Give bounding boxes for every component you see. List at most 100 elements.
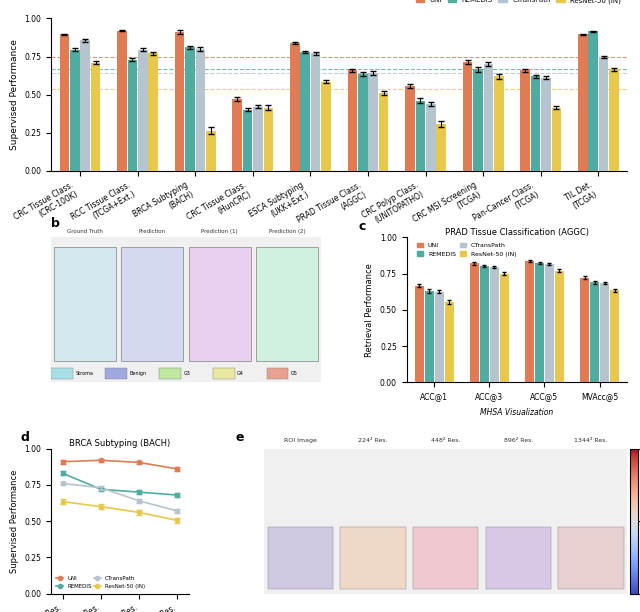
Bar bbox=[413, 599, 478, 612]
Bar bbox=[117, 31, 127, 171]
Bar bbox=[379, 93, 388, 171]
Bar bbox=[185, 47, 195, 171]
Bar bbox=[541, 78, 551, 171]
Bar bbox=[490, 267, 499, 382]
Bar bbox=[413, 527, 478, 589]
Bar bbox=[243, 110, 252, 171]
Bar bbox=[435, 292, 444, 382]
Text: MHSA Visualization: MHSA Visualization bbox=[480, 408, 554, 417]
Bar bbox=[484, 64, 493, 171]
Bar bbox=[405, 86, 415, 171]
Y-axis label: Supervised Performance: Supervised Performance bbox=[10, 469, 19, 573]
Bar bbox=[91, 62, 100, 171]
Bar bbox=[127, 59, 137, 171]
Bar bbox=[436, 124, 446, 171]
Text: Benign: Benign bbox=[129, 371, 147, 376]
Bar bbox=[70, 50, 79, 171]
Text: Ground Truth: Ground Truth bbox=[67, 230, 103, 234]
Text: 1344² Res.: 1344² Res. bbox=[574, 438, 607, 443]
Bar bbox=[122, 247, 183, 360]
Text: c: c bbox=[358, 220, 365, 233]
Text: Prediction (2): Prediction (2) bbox=[269, 230, 305, 234]
Bar bbox=[425, 291, 434, 382]
Bar bbox=[340, 599, 406, 612]
Bar bbox=[610, 290, 619, 382]
Bar bbox=[558, 599, 623, 612]
Legend: UNI, REMEDIS, CTransPath, ResNet-50 (IN): UNI, REMEDIS, CTransPath, ResNet-50 (IN) bbox=[414, 241, 519, 259]
Bar bbox=[206, 130, 216, 171]
Bar bbox=[415, 286, 424, 382]
Text: 224² Res.: 224² Res. bbox=[358, 438, 388, 443]
Bar bbox=[500, 274, 509, 382]
Bar bbox=[545, 264, 554, 382]
Text: ROI Image: ROI Image bbox=[284, 438, 317, 443]
Text: Prediction: Prediction bbox=[139, 230, 166, 234]
Bar bbox=[81, 40, 90, 171]
Text: e: e bbox=[235, 431, 243, 444]
Bar bbox=[213, 368, 234, 379]
Y-axis label: Retrieval Performance: Retrieval Performance bbox=[365, 263, 374, 357]
Bar bbox=[531, 76, 540, 171]
Bar bbox=[415, 101, 425, 171]
Bar bbox=[463, 62, 472, 171]
Bar bbox=[300, 52, 310, 171]
Text: 896² Res.: 896² Res. bbox=[504, 438, 533, 443]
Bar bbox=[196, 49, 205, 171]
Bar bbox=[175, 32, 184, 171]
Bar bbox=[51, 368, 73, 379]
Bar bbox=[340, 527, 406, 589]
Text: b: b bbox=[51, 217, 60, 230]
Bar bbox=[268, 599, 333, 612]
Bar bbox=[599, 58, 609, 171]
Text: 448² Res.: 448² Res. bbox=[431, 438, 460, 443]
Bar bbox=[253, 107, 263, 171]
Text: G3: G3 bbox=[183, 371, 190, 376]
Bar bbox=[256, 247, 318, 360]
Bar bbox=[470, 263, 479, 382]
Y-axis label: Supervised Performance: Supervised Performance bbox=[10, 39, 19, 150]
Bar bbox=[369, 73, 378, 171]
Text: G4: G4 bbox=[237, 371, 244, 376]
Title: PRAD Tissue Classification (AGGC): PRAD Tissue Classification (AGGC) bbox=[445, 228, 589, 237]
Bar bbox=[148, 53, 158, 171]
Bar bbox=[535, 263, 544, 382]
Bar bbox=[473, 70, 483, 171]
Bar bbox=[105, 368, 127, 379]
Bar bbox=[580, 278, 589, 382]
Bar bbox=[264, 108, 273, 171]
Bar bbox=[189, 247, 251, 360]
Bar bbox=[590, 282, 599, 382]
Bar bbox=[555, 271, 564, 382]
Bar bbox=[268, 527, 333, 589]
Bar bbox=[520, 70, 530, 171]
Bar bbox=[348, 70, 357, 171]
Bar bbox=[60, 34, 69, 171]
Bar bbox=[138, 50, 148, 171]
Bar bbox=[578, 34, 588, 171]
Bar bbox=[486, 527, 551, 589]
Bar bbox=[480, 266, 489, 382]
Text: Prediction (1): Prediction (1) bbox=[202, 230, 238, 234]
Bar bbox=[321, 81, 331, 171]
Title: BRCA Subtyping (BACH): BRCA Subtyping (BACH) bbox=[70, 439, 171, 448]
Bar bbox=[358, 74, 367, 171]
Bar bbox=[486, 599, 551, 612]
Bar bbox=[552, 108, 561, 171]
Bar bbox=[159, 368, 180, 379]
Text: a: a bbox=[17, 0, 25, 3]
Bar bbox=[54, 247, 116, 360]
Legend: UNI, REMEDIS, CTransPath, ResNet-50 (IN): UNI, REMEDIS, CTransPath, ResNet-50 (IN) bbox=[413, 0, 624, 6]
Bar bbox=[600, 283, 609, 382]
Bar bbox=[232, 99, 242, 171]
Bar bbox=[558, 527, 623, 589]
Bar bbox=[445, 302, 454, 382]
Bar bbox=[426, 104, 436, 171]
Text: G5: G5 bbox=[291, 371, 298, 376]
Bar bbox=[267, 368, 289, 379]
Text: d: d bbox=[21, 431, 30, 444]
Text: Stroma: Stroma bbox=[76, 371, 93, 376]
Bar bbox=[311, 53, 321, 171]
Bar bbox=[525, 261, 534, 382]
Bar bbox=[588, 31, 598, 171]
Bar bbox=[290, 43, 300, 171]
